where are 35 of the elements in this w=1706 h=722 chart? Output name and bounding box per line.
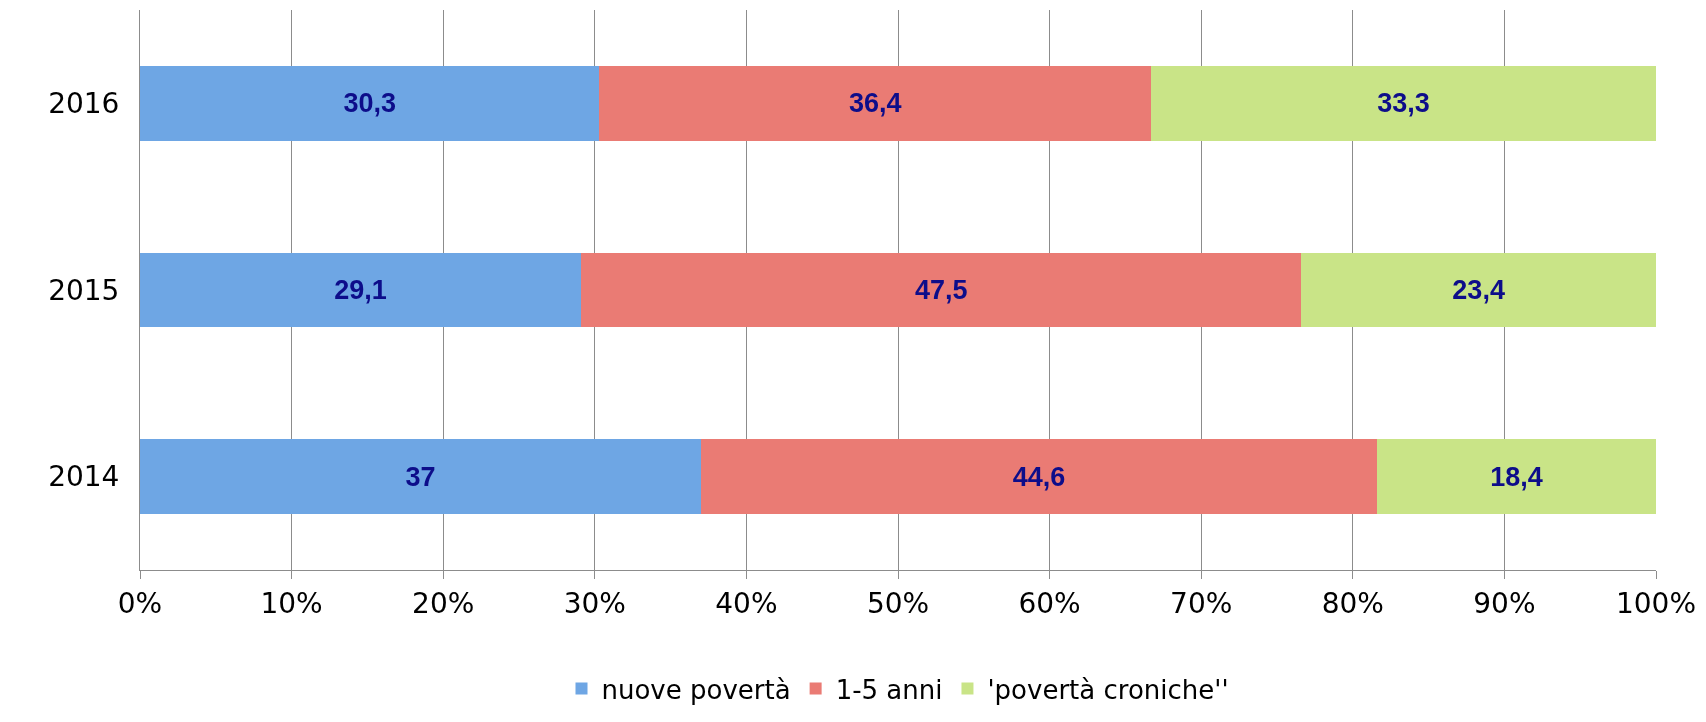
x-tick-label: 40% <box>715 586 778 620</box>
legend-label: 'povertà croniche'' <box>987 674 1229 705</box>
y-tick-label: 2014 <box>48 460 120 494</box>
x-tick-label: 70% <box>1170 586 1233 620</box>
data-label: 47,5 <box>914 275 968 305</box>
data-label: 33,3 <box>1377 88 1430 119</box>
x-tick-label: 20% <box>412 586 475 620</box>
legend-label: 1-5 anni <box>835 674 943 705</box>
bar <box>1377 439 1656 514</box>
x-tick-label: 90% <box>1473 586 1536 620</box>
x-tick-label: 50% <box>866 586 930 620</box>
y-tick-label: 2016 <box>48 87 120 121</box>
bar <box>140 439 701 514</box>
data-label: 37 <box>405 461 436 492</box>
bar <box>700 439 1378 514</box>
x-tick-label: 100% <box>1615 586 1697 620</box>
bar <box>1151 66 1656 141</box>
x-tick-label: 80% <box>1321 586 1384 620</box>
y-tick-label: 2015 <box>48 273 120 307</box>
data-label: 36,4 <box>848 88 902 119</box>
x-tick-label: 10% <box>260 586 323 620</box>
data-label: 44,6 <box>1012 461 1066 492</box>
data-label: 23,4 <box>1452 275 1505 305</box>
x-tick-label: 30% <box>563 586 626 620</box>
data-label: 30,3 <box>343 88 396 119</box>
x-tick-label: 0% <box>117 586 163 620</box>
bar <box>599 66 1152 141</box>
data-label: 18,4 <box>1490 461 1543 492</box>
bar <box>140 252 582 328</box>
data-label: 29,1 <box>334 275 387 305</box>
bar <box>1301 252 1656 328</box>
bar <box>581 252 1302 328</box>
legend-label: nuove povertà <box>601 674 791 705</box>
x-tick-label: 60% <box>1018 586 1081 620</box>
bar <box>140 66 600 141</box>
